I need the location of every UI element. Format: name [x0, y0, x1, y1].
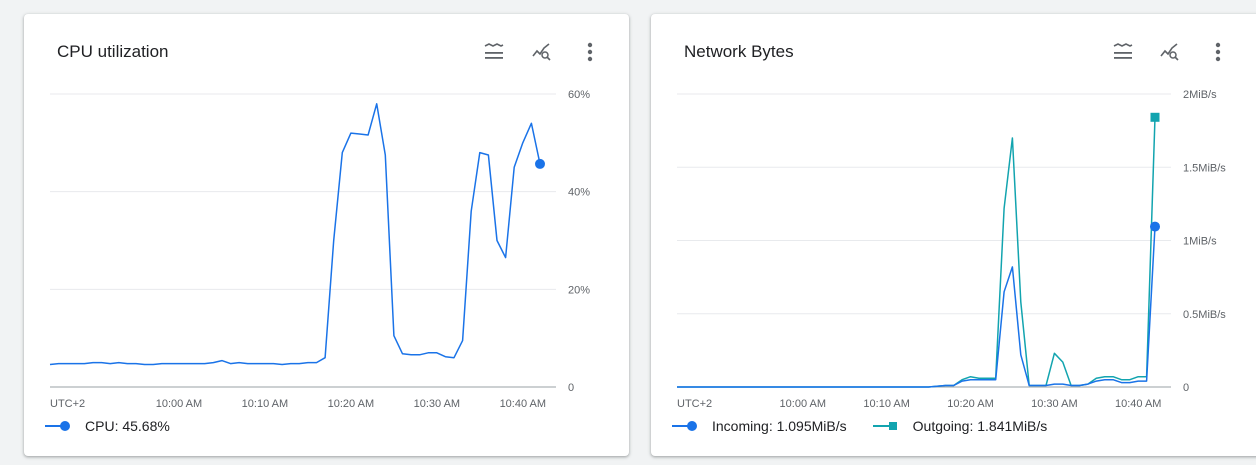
network-bytes-card: Network Bytes 0 0.5MiB/s 1MiB/s 1.5MiB/s 2Mi… [651, 14, 1256, 456]
series-line-outgoing [677, 117, 1156, 388]
network-chart: 0 0.5MiB/s 1MiB/s 1.5MiB/s 2MiB/s UTC+2 10:00 … [677, 89, 1226, 410]
y-tick-label: 0.5MiB/s [1183, 309, 1226, 321]
legend-series-value: 1.095MiB/s [776, 418, 847, 434]
y-tick-label: 1MiB/s [1183, 236, 1217, 248]
legend-item-incoming[interactable]: Incoming: 1.095MiB/s [672, 418, 847, 434]
legend-series-name: Incoming [712, 418, 769, 434]
x-tick-label: 10:00 AM [156, 398, 202, 410]
series-end-marker [535, 158, 545, 169]
y-tick-label: 60% [568, 89, 590, 101]
timezone-label: UTC+2 [50, 398, 85, 410]
legend-swatch-circle-icon [672, 421, 697, 431]
y-tick-label: 0 [568, 382, 574, 394]
series-line-cpu [49, 103, 541, 366]
y-tick-label: 2MiB/s [1183, 89, 1217, 101]
legend-toggle-icon[interactable] [482, 40, 506, 64]
legend-item-cpu[interactable]: CPU: 45.68% [45, 418, 170, 434]
x-tick-label: 10:10 AM [242, 398, 288, 410]
x-tick-label: 10:20 AM [328, 398, 374, 410]
more-vert-icon[interactable] [1206, 40, 1230, 64]
series-end-marker [1150, 112, 1160, 122]
more-vert-icon[interactable] [578, 40, 602, 64]
legend-series-value: 1.841MiB/s [977, 418, 1048, 434]
x-tick-label: 10:20 AM [947, 398, 993, 410]
x-tick-label: 10:00 AM [780, 398, 826, 410]
cpu-chart: 0 20% 40% 60% UTC+2 10:00 AM 10:10 AM 10:20 AM 1… [49, 89, 590, 410]
explore-chart-icon[interactable] [530, 40, 554, 64]
legend-series-name: Outgoing [912, 418, 970, 434]
x-tick-label: 10:10 AM [863, 398, 909, 410]
legend-item-outgoing[interactable]: Outgoing: 1.841MiB/s [872, 418, 1048, 434]
y-tick-label: 20% [568, 284, 590, 296]
x-tick-label: 10:30 AM [414, 398, 460, 410]
y-tick-label: 0 [1183, 382, 1189, 394]
card-title: CPU utilization [57, 42, 169, 61]
legend-swatch-circle-icon [45, 421, 70, 431]
explore-chart-icon[interactable] [1158, 40, 1182, 64]
x-tick-label: 10:40 AM [1115, 398, 1161, 410]
cpu-utilization-card: CPU utilization 0 20% 40% 60% UTC+2 10:00 AM 1… [24, 14, 629, 456]
legend-swatch-square-icon [872, 422, 897, 430]
chart-legend: CPU: 45.68% [45, 418, 196, 434]
series-end-marker [1150, 221, 1160, 232]
legend-series-value: 45.68% [122, 418, 170, 434]
timezone-label: UTC+2 [677, 398, 712, 410]
y-tick-label: 40% [568, 187, 590, 199]
legend-series-name: CPU [85, 418, 115, 434]
y-tick-label: 1.5MiB/s [1183, 162, 1226, 174]
chart-legend: Incoming: 1.095MiB/s Outgoing: 1.841MiB/… [672, 418, 1073, 434]
legend-toggle-icon[interactable] [1111, 40, 1135, 64]
x-tick-label: 10:30 AM [1031, 398, 1077, 410]
card-title: Network Bytes [684, 42, 794, 61]
x-tick-label: 10:40 AM [500, 398, 546, 410]
series-line-incoming [677, 226, 1156, 388]
